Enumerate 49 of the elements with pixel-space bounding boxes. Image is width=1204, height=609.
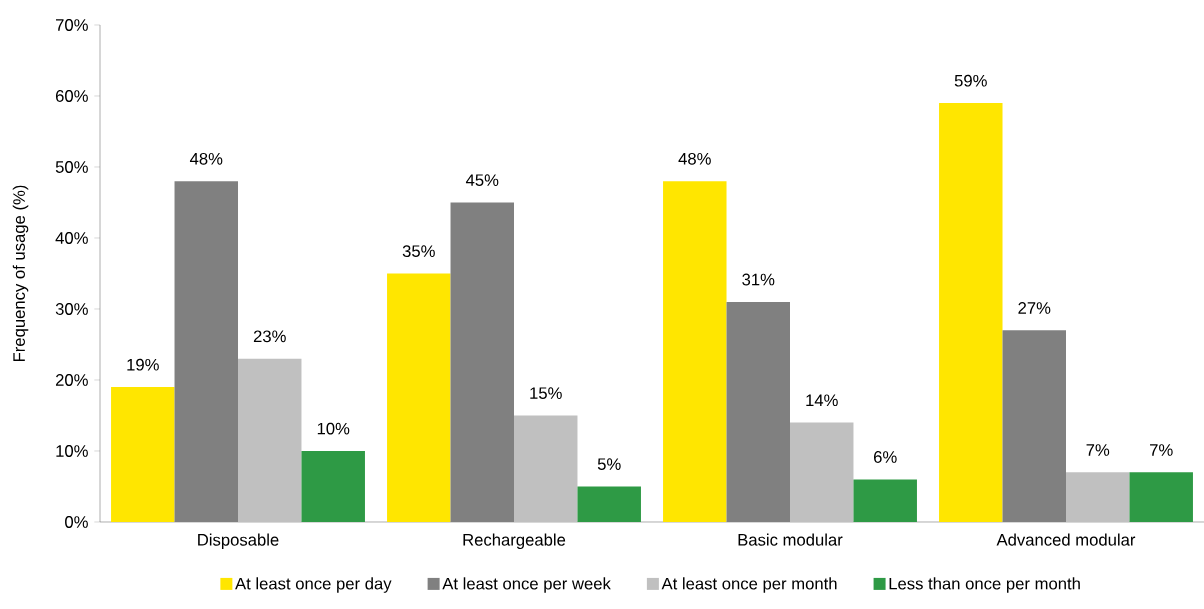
data-label: 15% (530, 387, 562, 400)
bar (1066, 472, 1130, 522)
x-tick-label: Disposable (198, 533, 279, 550)
bar (238, 358, 302, 522)
bar (1129, 472, 1193, 522)
y-tick-label: 50% (55, 161, 88, 173)
bar (726, 301, 790, 522)
legend-label: At least once per month (661, 577, 837, 593)
x-tick-label: Basic modular (738, 533, 843, 546)
data-label: 59% (954, 74, 987, 87)
data-label: 5% (597, 458, 621, 470)
y-tick-label: 10% (56, 445, 88, 457)
data-label: 27% (1018, 302, 1051, 314)
y-tick-label: 0% (65, 516, 88, 528)
bar (1002, 330, 1066, 522)
bar (853, 479, 917, 522)
legend-label: At least once per day (235, 577, 392, 593)
data-label: 19% (127, 358, 159, 371)
bar (387, 273, 451, 522)
bar (939, 103, 1003, 522)
data-label: 14% (806, 394, 838, 407)
data-label: 23% (253, 330, 286, 343)
bar (301, 450, 365, 522)
x-tick-label: Advanced modular (996, 533, 1136, 546)
data-label: 31% (742, 273, 775, 286)
y-tick-label: 70% (55, 19, 88, 31)
bar (174, 181, 239, 522)
data-label: 7% (1086, 444, 1110, 456)
bar (450, 202, 514, 522)
bar (790, 422, 854, 522)
y-tick-label: 60% (55, 90, 88, 102)
bar (663, 181, 727, 522)
y-tick-label: 30% (55, 303, 88, 315)
data-label: 7% (1150, 444, 1173, 456)
data-label: 48% (189, 152, 223, 165)
data-label: 10% (317, 422, 350, 435)
y-tick-label: 20% (55, 374, 88, 386)
data-label: 45% (465, 174, 499, 187)
data-label: 48% (678, 152, 711, 165)
bar (111, 387, 175, 522)
y-tick-label: 40% (55, 232, 88, 244)
bar (577, 486, 641, 522)
bar (514, 415, 578, 522)
legend-label: Less than once per month (889, 577, 1080, 593)
y-axis-title: Frequency of usage (%) (12, 185, 29, 362)
data-label: 6% (874, 451, 897, 463)
x-tick-label: Rechargeable (463, 533, 566, 550)
data-label: 35% (402, 245, 435, 258)
legend-label: At least once per week (442, 577, 611, 593)
